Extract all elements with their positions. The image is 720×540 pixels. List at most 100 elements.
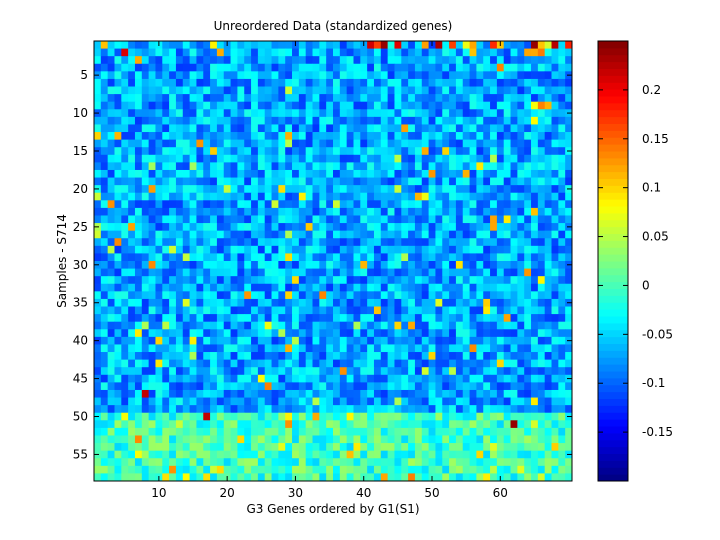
heatmap-cell — [373, 397, 382, 406]
heatmap-cell — [210, 169, 218, 178]
heatmap-cell — [196, 389, 204, 398]
heatmap-cell — [503, 63, 511, 72]
colorbar-segment — [598, 288, 628, 296]
heatmap-cell — [346, 230, 354, 239]
heatmap-cell — [462, 298, 470, 307]
heatmap-cell — [483, 397, 491, 406]
heatmap-cell — [100, 298, 109, 307]
heatmap-cell — [551, 367, 559, 376]
heatmap-cell — [490, 41, 498, 49]
heatmap-cell — [298, 298, 307, 307]
heatmap-cell — [421, 397, 429, 406]
heatmap-cell — [401, 435, 409, 444]
heatmap-cell — [264, 124, 272, 133]
heatmap-cell — [401, 397, 409, 406]
heatmap-cell — [196, 283, 204, 292]
heatmap-cell — [251, 314, 259, 323]
heatmap-cell — [353, 314, 361, 323]
heatmap-cell — [155, 420, 163, 429]
heatmap-cell — [551, 245, 559, 254]
heatmap-cell — [326, 329, 334, 338]
heatmap-cell — [257, 473, 266, 482]
heatmap-cell — [503, 116, 511, 125]
heatmap-cell — [107, 94, 115, 103]
heatmap-cell — [134, 78, 143, 87]
heatmap-cell — [114, 238, 122, 247]
heatmap-cell — [490, 185, 498, 194]
heatmap-cell — [148, 253, 156, 262]
heatmap-cell — [401, 352, 409, 361]
heatmap-cell — [107, 253, 115, 262]
heatmap-cell — [223, 389, 231, 398]
heatmap-cell — [503, 450, 511, 459]
heatmap-cell — [107, 420, 115, 429]
heatmap-cell — [169, 283, 177, 292]
heatmap-cell — [517, 420, 525, 429]
heatmap-cell — [346, 63, 354, 72]
heatmap-cell — [367, 48, 375, 57]
heatmap-cell — [298, 215, 307, 224]
heatmap-cell — [469, 94, 477, 103]
heatmap-cell — [175, 329, 184, 338]
heatmap-cell — [408, 147, 416, 156]
heatmap-cell — [442, 147, 450, 156]
heatmap-cell — [107, 200, 115, 209]
colorbar-segment — [598, 54, 628, 63]
heatmap-cell — [292, 207, 300, 216]
heatmap-cell — [223, 427, 231, 436]
heatmap-cell — [490, 314, 498, 323]
heatmap-cell — [134, 169, 143, 178]
heatmap-cell — [244, 321, 252, 330]
heatmap-cell — [128, 314, 136, 323]
heatmap-cell — [503, 48, 511, 57]
heatmap-cell — [223, 200, 231, 209]
heatmap-cell — [285, 177, 293, 186]
heatmap-cell — [285, 268, 293, 277]
heatmap-cell — [490, 147, 498, 156]
heatmap-cell — [237, 283, 245, 292]
heatmap-cell — [333, 185, 341, 194]
heatmap-cell — [544, 177, 552, 186]
heatmap-cell — [100, 352, 109, 361]
heatmap-cell — [531, 215, 539, 224]
heatmap-cell — [517, 473, 525, 482]
heatmap-cell — [319, 169, 327, 178]
heatmap-cell — [148, 245, 156, 254]
heatmap-cell — [428, 215, 436, 224]
heatmap-cell — [394, 154, 402, 163]
heatmap-cell — [128, 71, 136, 80]
heatmap-cell — [421, 450, 429, 459]
heatmap-cell — [148, 329, 156, 338]
heatmap-cell — [544, 185, 552, 194]
heatmap-cell — [380, 367, 389, 376]
heatmap-cell — [339, 329, 348, 338]
heatmap-cell — [401, 132, 409, 141]
heatmap-cell — [210, 382, 218, 391]
heatmap-cell — [476, 230, 484, 239]
heatmap-cell — [510, 169, 518, 178]
colorbar-segment — [598, 178, 628, 186]
heatmap-cell — [107, 268, 115, 277]
heatmap-cell — [449, 147, 457, 156]
heatmap-cell — [141, 132, 150, 141]
heatmap-cell — [94, 63, 102, 72]
heatmap-cell — [414, 344, 423, 353]
heatmap-cell — [524, 207, 532, 216]
heatmap-cell — [517, 238, 525, 247]
heatmap-cell — [257, 132, 266, 141]
heatmap-cell — [414, 306, 423, 315]
heatmap-cell — [128, 420, 136, 429]
heatmap-cell — [223, 169, 231, 178]
heatmap-cell — [305, 321, 313, 330]
heatmap-cell — [373, 458, 382, 467]
heatmap-cell — [442, 200, 450, 209]
heatmap-cell — [326, 397, 334, 406]
heatmap-cell — [319, 412, 327, 421]
heatmap-cell — [517, 367, 525, 376]
heatmap-cell — [155, 321, 163, 330]
heatmap-cell — [469, 412, 477, 421]
heatmap-cell — [531, 367, 539, 376]
heatmap-cell — [544, 86, 552, 95]
heatmap-cell — [257, 435, 266, 444]
colorbar-segment — [598, 302, 628, 310]
